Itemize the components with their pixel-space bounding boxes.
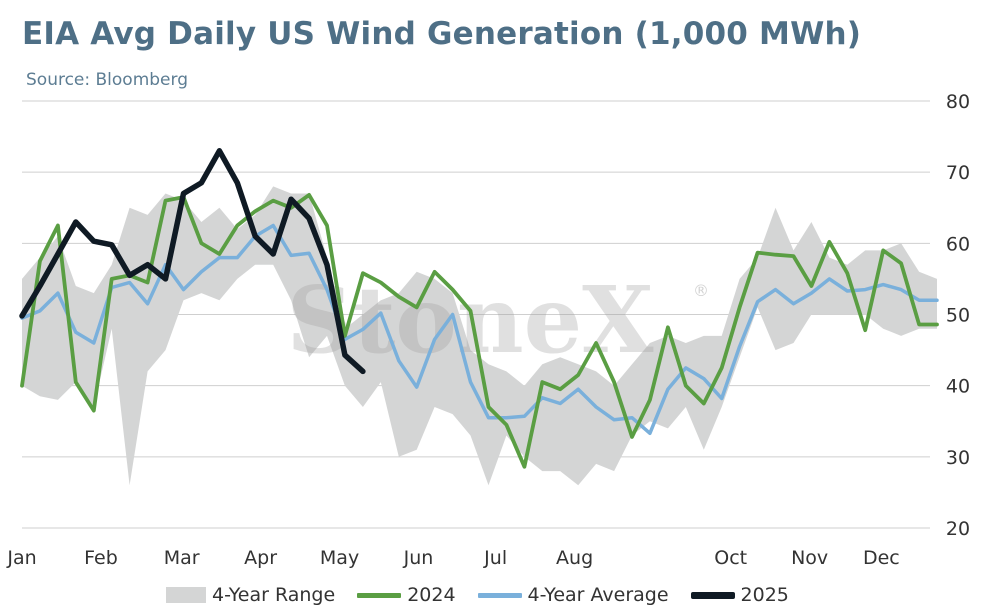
legend-label-2025: 2025 [740, 584, 789, 606]
x-tick-label: Jan [6, 547, 36, 569]
legend-item-2025: 2025 [690, 584, 789, 606]
legend-item-range: 4-Year Range [166, 584, 335, 606]
x-tick-label: Dec [863, 547, 900, 569]
x-tick-label: Nov [791, 547, 828, 569]
series-line-4yr-average [20, 223, 939, 436]
chart-title: EIA Avg Daily US Wind Generation (1,000 … [22, 16, 862, 52]
y-tick-label: 20 [946, 518, 970, 540]
legend-label-2024: 2024 [407, 584, 456, 606]
range-band [22, 186, 937, 486]
y-tick-label: 40 [946, 376, 970, 398]
x-tick-label: Feb [84, 547, 118, 569]
legend-swatch-range [166, 587, 206, 603]
series-lines [19, 148, 939, 469]
x-tick-label: Oct [714, 547, 747, 569]
legend-item-average: 4-Year Average [477, 584, 669, 606]
legend-label-average: 4-Year Average [527, 584, 669, 606]
x-tick-label: Aug [556, 547, 593, 569]
y-tick-label: 50 [946, 305, 970, 327]
chart-legend: 4-Year Range 2024 4-Year Average 2025 [166, 584, 811, 606]
legend-swatch-2025 [690, 591, 735, 599]
x-tick-label: Jul [483, 547, 507, 569]
x-tick-label: May [320, 547, 359, 569]
range-band-layer [22, 186, 937, 486]
y-tick-label: 30 [946, 447, 970, 469]
legend-item-2024: 2024 [357, 584, 456, 606]
y-tick-label: 70 [946, 162, 970, 184]
watermark-registered-mark: ® [693, 281, 709, 300]
y-axis-ticks: 20 30 40 50 60 70 80 [946, 91, 970, 540]
x-tick-label: Apr [244, 547, 277, 569]
series-line-2024 [20, 192, 939, 469]
series-line-2025 [19, 148, 366, 375]
chart-subtitle: Source: Bloomberg [26, 70, 188, 90]
y-tick-label: 80 [946, 91, 970, 113]
y-tick-label: 60 [946, 233, 970, 255]
x-axis-ticks: Jan Feb Mar Apr May Jun Jul Aug Oct Nov Dec [6, 547, 899, 569]
legend-swatch-average [477, 592, 522, 598]
x-tick-label: Mar [164, 547, 200, 569]
legend-swatch-2024 [357, 592, 402, 598]
x-tick-label: Jun [403, 547, 434, 569]
legend-label-range: 4-Year Range [212, 584, 336, 606]
